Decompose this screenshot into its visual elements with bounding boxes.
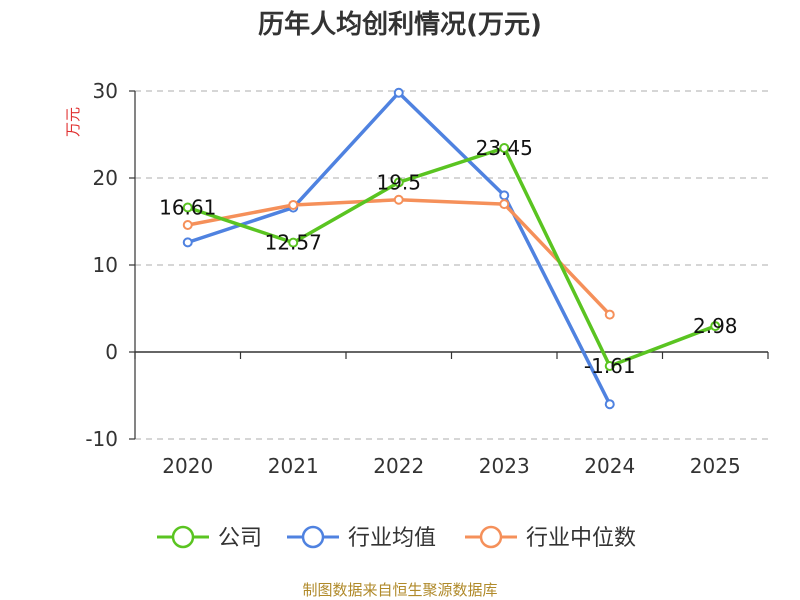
y-tick-label: 10 (93, 253, 118, 277)
y-axis-label: 万元 (64, 107, 82, 137)
data-label: 23.45 (476, 136, 533, 160)
x-tick-label: 2023 (479, 454, 530, 478)
legend-label[interactable]: 行业均值 (348, 526, 436, 551)
data-point[interactable] (710, 321, 721, 332)
data-point[interactable] (604, 309, 615, 320)
data-point[interactable] (288, 237, 299, 248)
y-tick-label: -10 (85, 427, 118, 451)
data-point[interactable] (182, 237, 193, 248)
data-labels: 16.61 12.57 19.5 23.45 -1.61 2.98 (159, 136, 737, 378)
y-tick-label: 20 (93, 166, 118, 190)
data-point[interactable] (182, 219, 193, 230)
data-point[interactable] (499, 190, 510, 201)
data-point[interactable] (499, 199, 510, 210)
x-tick-label: 2020 (162, 454, 213, 478)
x-tick-label: 2025 (690, 454, 741, 478)
data-point[interactable] (499, 142, 510, 153)
legend-marker (479, 525, 503, 549)
y-tick-label: 30 (93, 79, 118, 103)
legend-label[interactable]: 公司 (218, 526, 262, 551)
data-label: 16.61 (159, 195, 216, 219)
legend-marker (301, 525, 325, 549)
x-tick-label: 2021 (268, 454, 319, 478)
data-label: 2.98 (693, 314, 738, 338)
chart-title: 历年人均创利情况(万元) (258, 9, 542, 40)
data-point[interactable] (182, 202, 193, 213)
axes: 30 20 10 0 -10 2020 2021 2022 2023 2024 2025 (85, 79, 769, 478)
legend[interactable]: 公司 行业均值 行业中位数 (157, 525, 636, 551)
data-point[interactable] (393, 87, 404, 98)
series-lines (182, 87, 721, 410)
y-tick-label: 0 (105, 340, 118, 364)
legend-marker (171, 525, 195, 549)
data-label: 12.57 (265, 231, 322, 255)
data-point[interactable] (288, 199, 299, 210)
data-label: 19.5 (376, 170, 421, 194)
source-note: 制图数据来自恒生聚源数据库 (302, 581, 497, 599)
x-tick-label: 2022 (373, 454, 424, 478)
data-label: -1.61 (584, 354, 636, 378)
data-point[interactable] (393, 194, 404, 205)
series-line (187, 198, 612, 316)
legend-label[interactable]: 行业中位数 (526, 526, 636, 551)
x-tick-label: 2024 (584, 454, 635, 478)
series-line (187, 146, 716, 368)
data-point[interactable] (604, 399, 615, 410)
data-point[interactable] (604, 361, 615, 372)
data-point[interactable] (393, 177, 404, 188)
